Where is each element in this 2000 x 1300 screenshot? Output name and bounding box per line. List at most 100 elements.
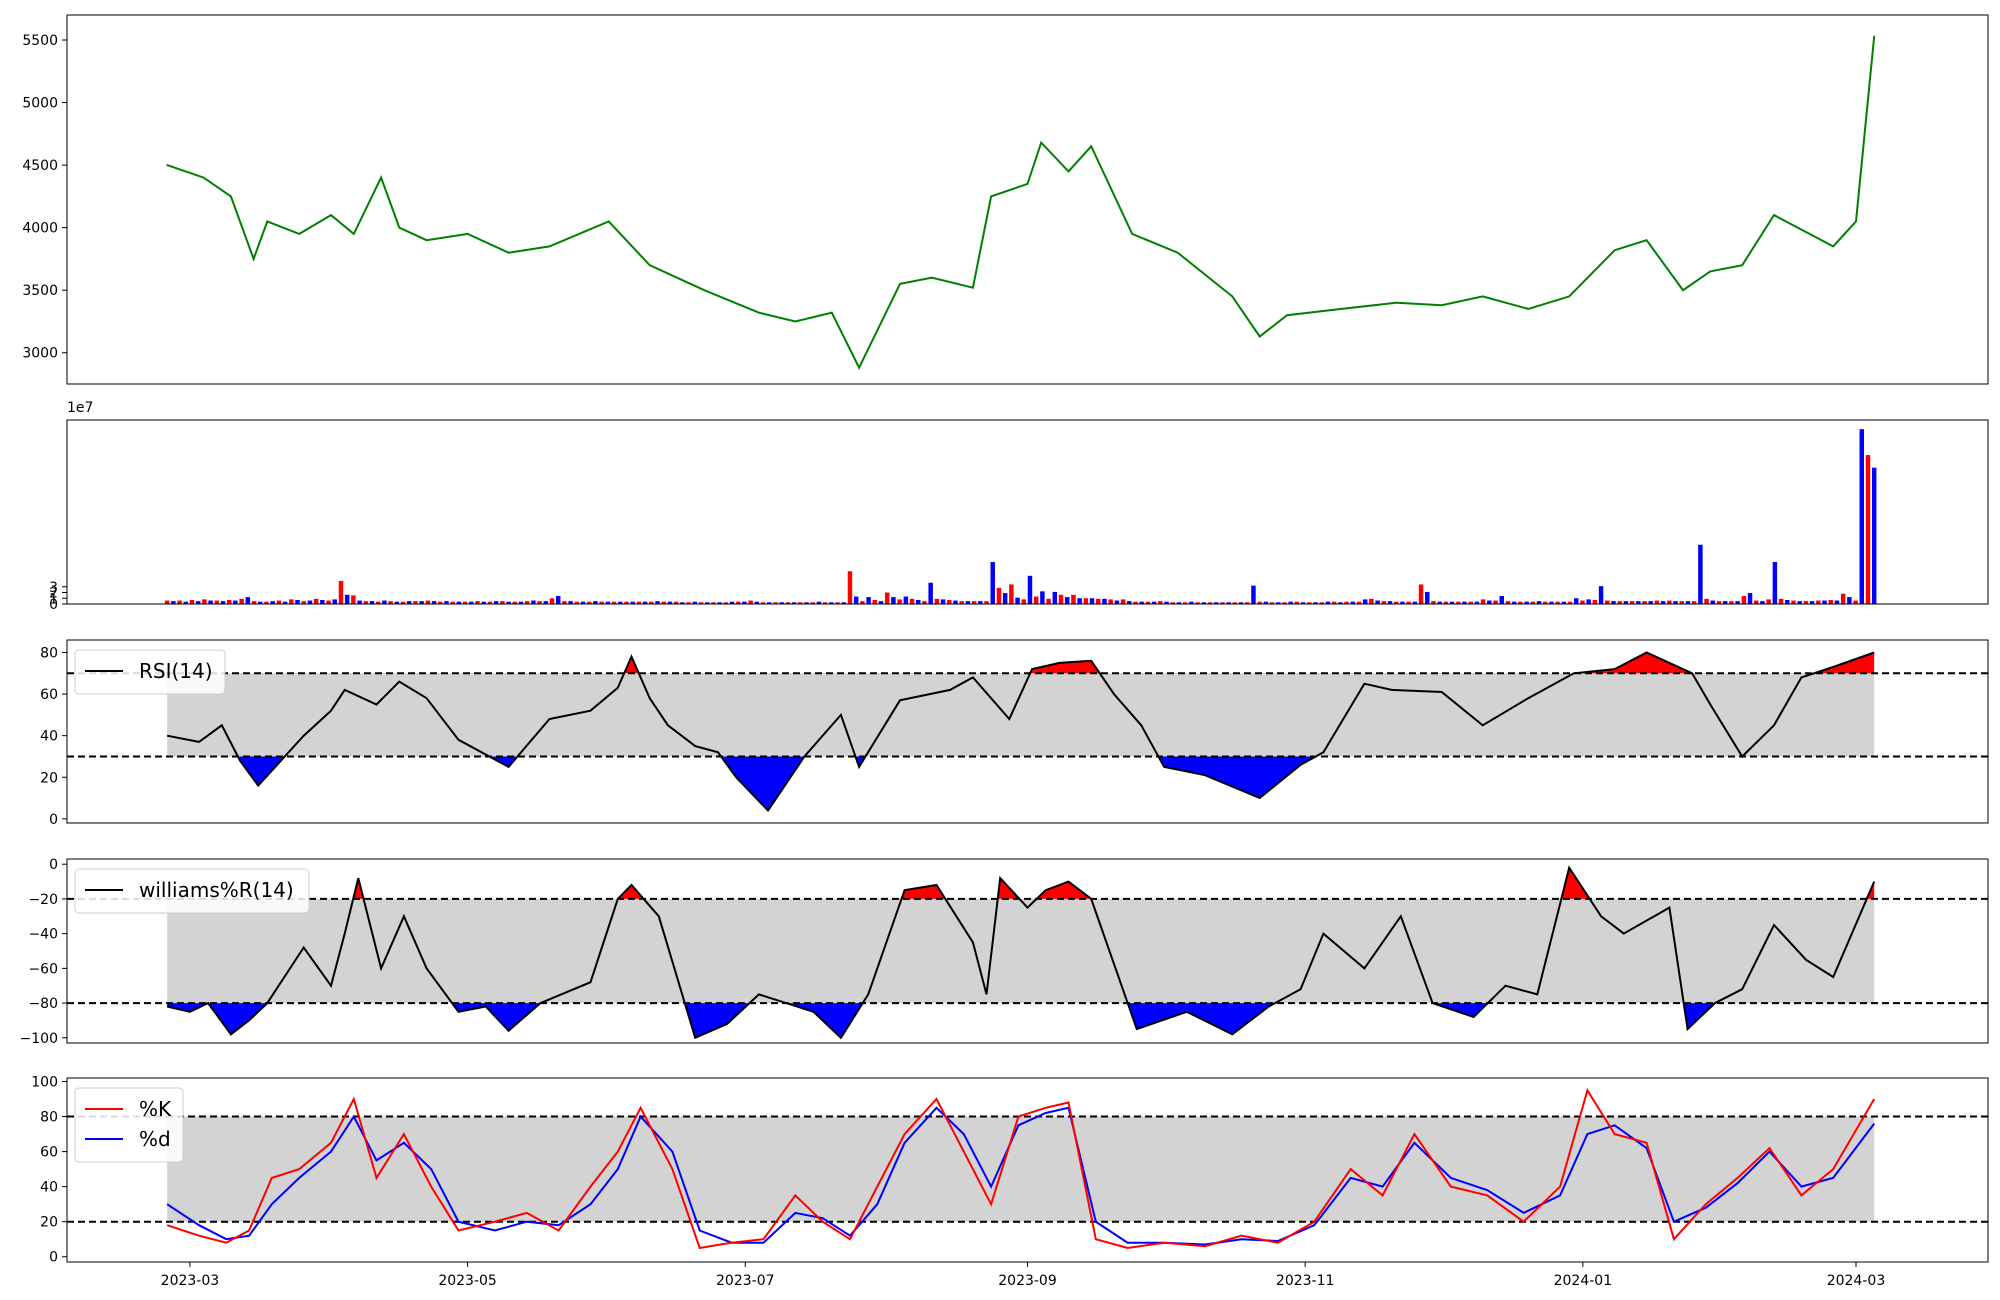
volume-bar <box>1437 601 1442 604</box>
4-y-tick-label: 0 <box>49 1250 58 1266</box>
price-point <box>266 220 269 223</box>
volume-bar <box>1127 601 1132 604</box>
williams-r-overbought-fill <box>1561 867 1590 899</box>
price-point <box>899 283 901 285</box>
volume-bar <box>189 599 195 604</box>
3-y-tick-label: −40 <box>28 927 58 943</box>
rsi-legend: RSI(14) <box>74 649 226 695</box>
volume-bar <box>785 602 791 604</box>
volume-bar <box>1493 600 1498 604</box>
volume-bar <box>295 599 300 604</box>
volume-bar <box>1840 593 1846 604</box>
price-point <box>425 239 428 241</box>
price-point <box>398 226 401 229</box>
volume-bar <box>971 601 977 604</box>
price-point <box>1286 314 1288 317</box>
volume-bar <box>1816 600 1821 604</box>
volume-bar <box>754 601 760 604</box>
stochastic-y-axis: 0 20 40 60 80 100 <box>31 1075 67 1266</box>
price-y-axis: 3000 3500 4000 4500 5000 5500 <box>22 33 67 362</box>
price-point <box>202 176 205 179</box>
volume-bar <box>1549 601 1554 604</box>
williams-r-legend: williams%R(14) <box>74 868 310 914</box>
volume-bar <box>264 601 269 604</box>
volume-bar <box>1511 601 1517 604</box>
volume-bar <box>1431 601 1436 604</box>
volume-bar <box>587 601 592 604</box>
price-point <box>466 233 469 235</box>
volume-bar <box>382 600 387 604</box>
volume-bar <box>978 601 983 604</box>
volume-bar <box>1002 593 1008 604</box>
volume-bar <box>1300 602 1306 604</box>
volume-bar <box>878 601 884 604</box>
volume-bar <box>351 595 356 604</box>
volume-bar <box>990 562 995 604</box>
rsi-plot-layer <box>67 651 1988 813</box>
volume-bar <box>171 601 176 604</box>
volume-bar <box>1586 599 1591 604</box>
rsi-panel-frame <box>66 639 1989 824</box>
volume-bar <box>1083 598 1089 604</box>
volume-bar <box>1679 601 1685 604</box>
volume-bar <box>847 571 853 604</box>
volume-bar <box>1220 602 1225 604</box>
volume-bar <box>1567 601 1573 604</box>
volume-bar <box>1015 597 1020 604</box>
x-tick-label: 2023-11 <box>1276 1273 1335 1289</box>
volume-bar <box>431 601 437 604</box>
volume-bar <box>1238 602 1244 604</box>
volume-bar <box>624 601 629 604</box>
volume-bar <box>195 601 201 604</box>
volume-bar <box>1027 575 1033 604</box>
volume-bar <box>916 599 921 604</box>
price-point <box>330 214 332 216</box>
volume-bar <box>512 601 517 604</box>
volume-bar <box>816 601 822 604</box>
volume-bar <box>251 601 257 604</box>
2-y-tick-label: 80 <box>40 645 58 661</box>
volume-bar <box>1542 601 1548 604</box>
volume-bar <box>1617 601 1622 604</box>
volume-bar <box>940 599 946 604</box>
volume-bar <box>872 599 878 604</box>
x-tick-label: 2023-07 <box>716 1273 775 1289</box>
volume-bar <box>1381 601 1387 604</box>
volume-bar <box>1871 467 1877 604</box>
volume-bar <box>1524 601 1529 604</box>
volume-bar <box>1766 599 1771 604</box>
volume-bar <box>953 600 958 604</box>
legend-frame <box>74 868 310 914</box>
volume-offset-label: 1e7 <box>67 400 93 416</box>
volume-bar <box>1151 601 1157 604</box>
volume-bar <box>1623 601 1629 604</box>
price-point <box>1855 220 1857 223</box>
4-y-tick-label: 60 <box>40 1145 58 1161</box>
volume-bar <box>1772 562 1778 604</box>
volume-bar <box>618 601 623 604</box>
rsi-oversold-fill <box>720 756 805 811</box>
williams-r-overbought-fill <box>617 885 644 899</box>
2-y-tick-label: 40 <box>40 729 58 745</box>
volume-bar <box>611 601 617 604</box>
price-point <box>1709 270 1712 273</box>
volume-bar <box>444 601 449 604</box>
price-point <box>548 245 551 248</box>
rsi-neutral-band <box>167 673 1875 757</box>
volume-bar <box>841 602 846 604</box>
price-point <box>858 366 860 369</box>
volume-bar <box>1331 601 1337 604</box>
price-point <box>607 220 610 223</box>
rsi-overbought-fill <box>624 656 639 674</box>
volume-bar <box>1468 601 1473 604</box>
volume-plot-layer <box>164 429 1877 604</box>
price-point <box>1682 289 1684 291</box>
volume-bar <box>164 600 170 604</box>
volume-bar <box>276 600 282 604</box>
volume-bar <box>344 594 350 604</box>
volume-bar <box>1350 601 1356 604</box>
volume-bar <box>338 581 344 604</box>
volume-bar <box>1536 601 1542 604</box>
volume-bar <box>1276 602 1281 604</box>
